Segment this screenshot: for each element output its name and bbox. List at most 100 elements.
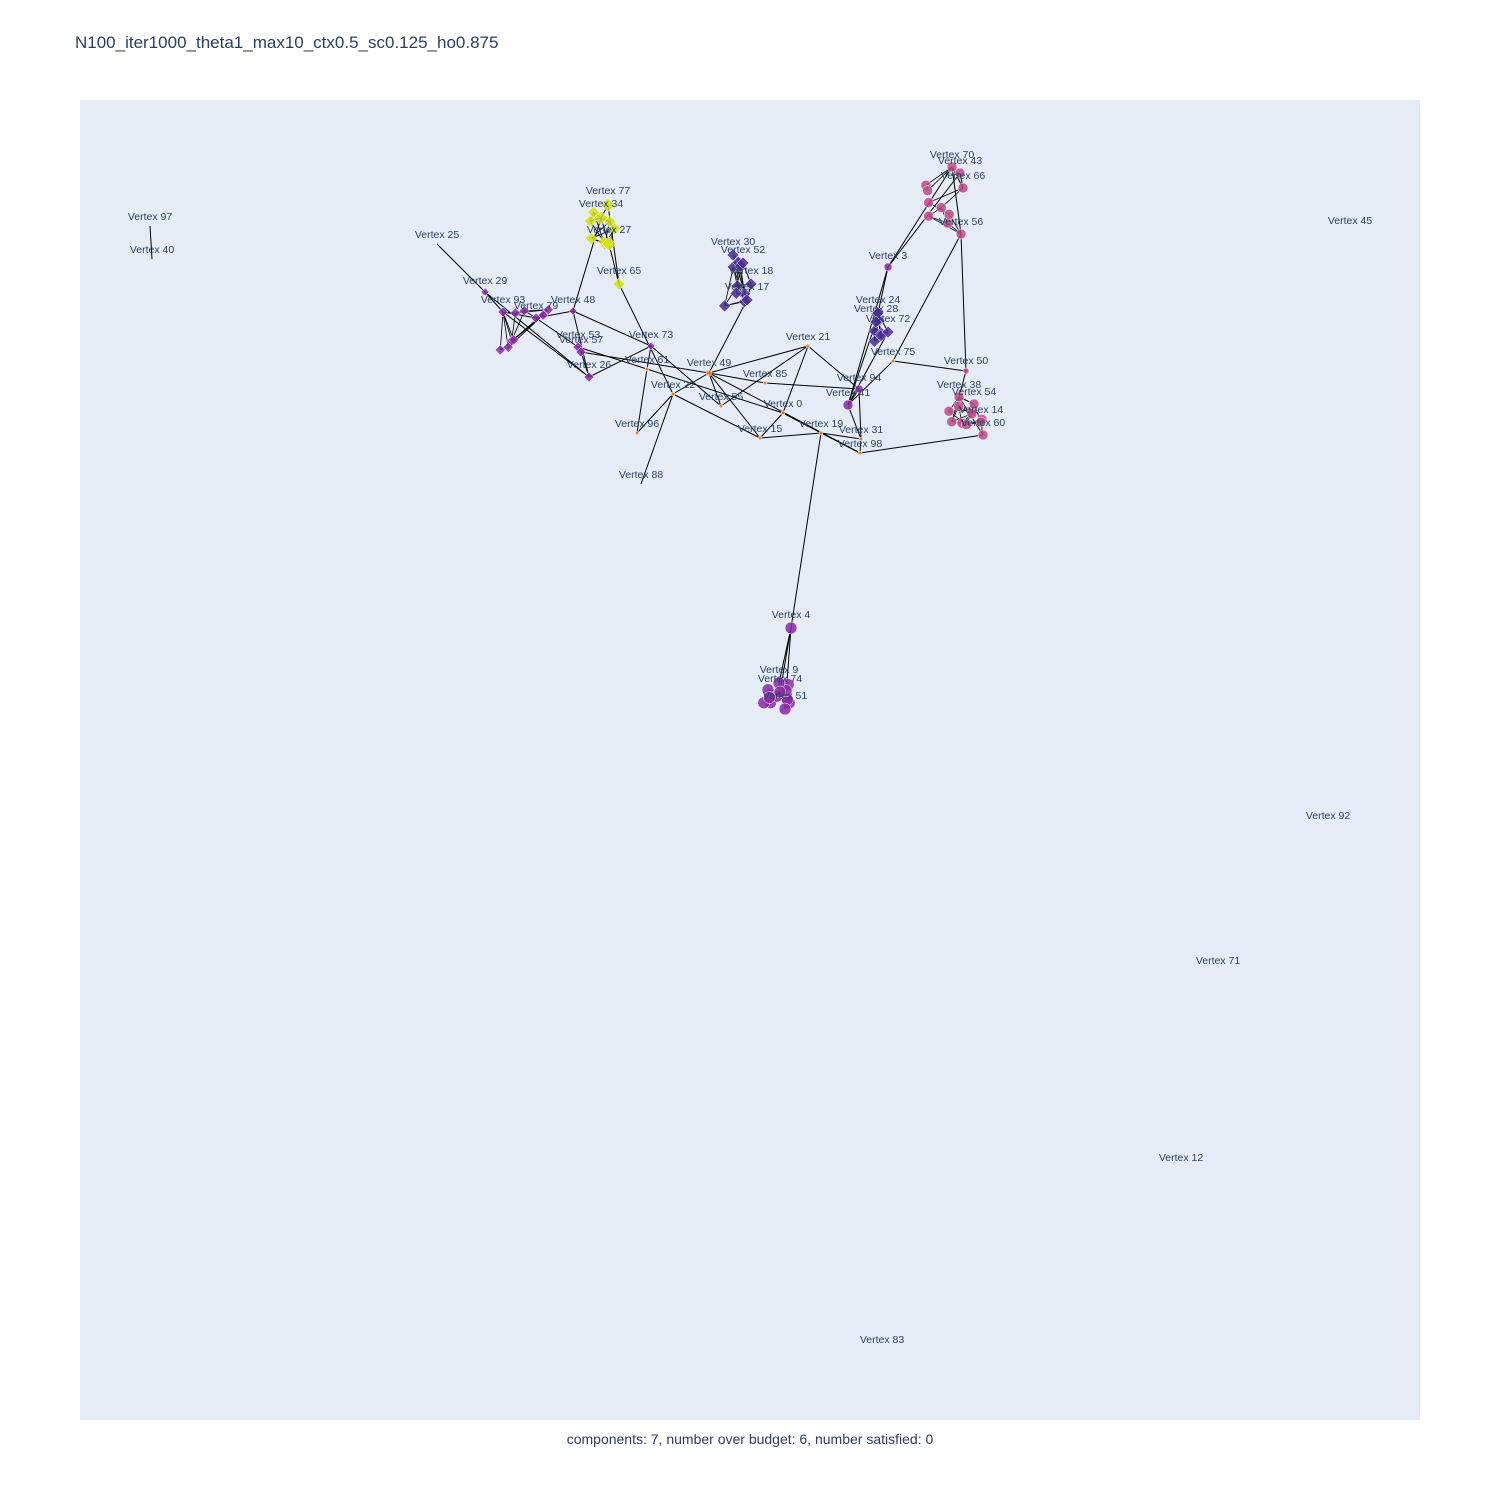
node-marker[interactable] (935, 202, 947, 213)
edge-25-29 (436, 243, 486, 293)
node-label-26: Vertex 26 (567, 359, 612, 371)
node-marker[interactable] (494, 344, 506, 356)
node-marker-3[interactable] (883, 262, 893, 272)
cluster-edge (502, 311, 514, 341)
node-marker-51[interactable] (778, 702, 792, 716)
node-label-24: Vertex 24 (856, 294, 901, 306)
edge-49-21 (708, 345, 809, 374)
node-marker-28[interactable] (869, 315, 883, 329)
node-label-79: Vertex 79 (514, 300, 559, 312)
node-marker[interactable] (943, 406, 955, 417)
node-marker[interactable] (543, 304, 554, 316)
edge-70-56 (951, 166, 962, 235)
node-marker[interactable] (583, 214, 597, 228)
node-label-57: Vertex 57 (559, 334, 604, 346)
node-label-72: Vertex 72 (866, 313, 911, 325)
node-label-19: Vertex 19 (799, 418, 844, 430)
node-marker-21[interactable] (805, 343, 811, 349)
node-marker-17[interactable] (740, 293, 754, 307)
node-marker[interactable] (868, 334, 881, 348)
node-marker-54[interactable] (968, 398, 980, 410)
edge-97-40 (149, 225, 153, 260)
edge-72-41 (847, 331, 889, 406)
edge-75-56 (892, 233, 962, 362)
node-marker[interactable] (763, 691, 776, 704)
edge-61-0 (646, 368, 784, 414)
node-marker-96[interactable] (634, 430, 640, 436)
node-marker-73[interactable] (646, 341, 656, 351)
node-marker-65[interactable] (612, 277, 626, 291)
node-label-31: Vertex 31 (839, 424, 884, 436)
node-label-9: Vertex 9 (760, 664, 799, 676)
node-marker-50[interactable] (962, 367, 970, 375)
cluster-edge (499, 311, 504, 350)
edge-3-41 (847, 266, 889, 406)
node-marker-56[interactable] (955, 228, 967, 240)
node-marker-38[interactable] (953, 391, 965, 403)
node-marker[interactable] (923, 197, 934, 208)
node-marker-4[interactable] (784, 621, 798, 635)
node-marker-66[interactable] (957, 182, 969, 194)
node-marker-98[interactable] (857, 450, 863, 456)
node-marker-22[interactable] (670, 391, 676, 397)
node-marker-19[interactable] (818, 430, 824, 436)
chart-title: N100_iter1000_theta1_max10_ctx0.5_sc0.12… (75, 33, 499, 52)
plot-area[interactable] (80, 100, 1420, 1420)
node-marker-48[interactable] (568, 306, 578, 316)
node-marker-77[interactable] (600, 197, 616, 213)
node-label-0: Vertex 0 (764, 398, 803, 410)
node-marker-55[interactable] (718, 403, 724, 409)
node-marker-79[interactable] (530, 312, 542, 324)
node-marker-60[interactable] (977, 429, 989, 441)
edge-57-49 (580, 351, 710, 374)
network-graph[interactable]: Vertex 0 Vertex 3 Vertex 4 Vertex 9 Vertex 1… (80, 100, 1420, 1420)
node-marker[interactable] (923, 210, 934, 222)
node-marker-93[interactable] (497, 306, 509, 318)
node-marker-15[interactable] (757, 435, 763, 441)
node-marker[interactable] (508, 334, 519, 346)
node-marker[interactable] (922, 185, 933, 196)
node-marker-49[interactable] (705, 369, 713, 377)
node-marker-94[interactable] (854, 384, 864, 394)
node-marker-61[interactable] (644, 366, 650, 372)
node-marker[interactable] (961, 419, 972, 430)
edge-41-75 (847, 360, 894, 406)
edge-31-94 (858, 388, 862, 440)
node-marker-31[interactable] (858, 436, 864, 442)
node-label-17: Vertex 17 (725, 281, 770, 293)
node-label-55: Vertex 55 (699, 391, 744, 403)
node-marker-18[interactable] (744, 277, 758, 291)
node-marker[interactable] (718, 299, 731, 313)
node-marker-29[interactable] (480, 287, 490, 297)
node-marker-27[interactable] (601, 236, 617, 252)
node-marker[interactable] (519, 305, 530, 317)
node-marker[interactable] (943, 209, 955, 220)
node-marker-41[interactable] (842, 399, 854, 411)
node-marker-43[interactable] (954, 167, 966, 179)
node-marker-0[interactable] (780, 410, 786, 416)
node-marker-26[interactable] (583, 371, 595, 383)
node-marker[interactable] (510, 307, 521, 319)
node-marker-70[interactable] (946, 161, 958, 173)
node-marker-14[interactable] (975, 416, 987, 428)
node-marker-30[interactable] (726, 248, 740, 262)
cluster-edge (502, 311, 509, 348)
node-marker-57[interactable] (575, 346, 587, 358)
node-marker[interactable] (729, 286, 743, 300)
node-label-83: Vertex 83 (860, 1334, 905, 1346)
edge-56-50 (960, 233, 967, 372)
node-marker-74[interactable] (773, 685, 787, 699)
node-label-50: Vertex 50 (944, 355, 989, 367)
node-marker-52[interactable] (736, 256, 750, 270)
node-marker[interactable] (502, 341, 514, 353)
edge-75-50 (892, 360, 967, 372)
node-marker-85[interactable] (762, 380, 768, 386)
node-marker[interactable] (584, 232, 598, 245)
node-marker[interactable] (608, 222, 621, 236)
edge-98-60 (859, 434, 984, 454)
node-marker[interactable] (946, 416, 957, 427)
node-marker[interactable] (537, 309, 549, 321)
node-marker-34[interactable] (593, 210, 609, 226)
node-marker-75[interactable] (890, 358, 896, 364)
node-marker-72[interactable] (881, 325, 895, 339)
